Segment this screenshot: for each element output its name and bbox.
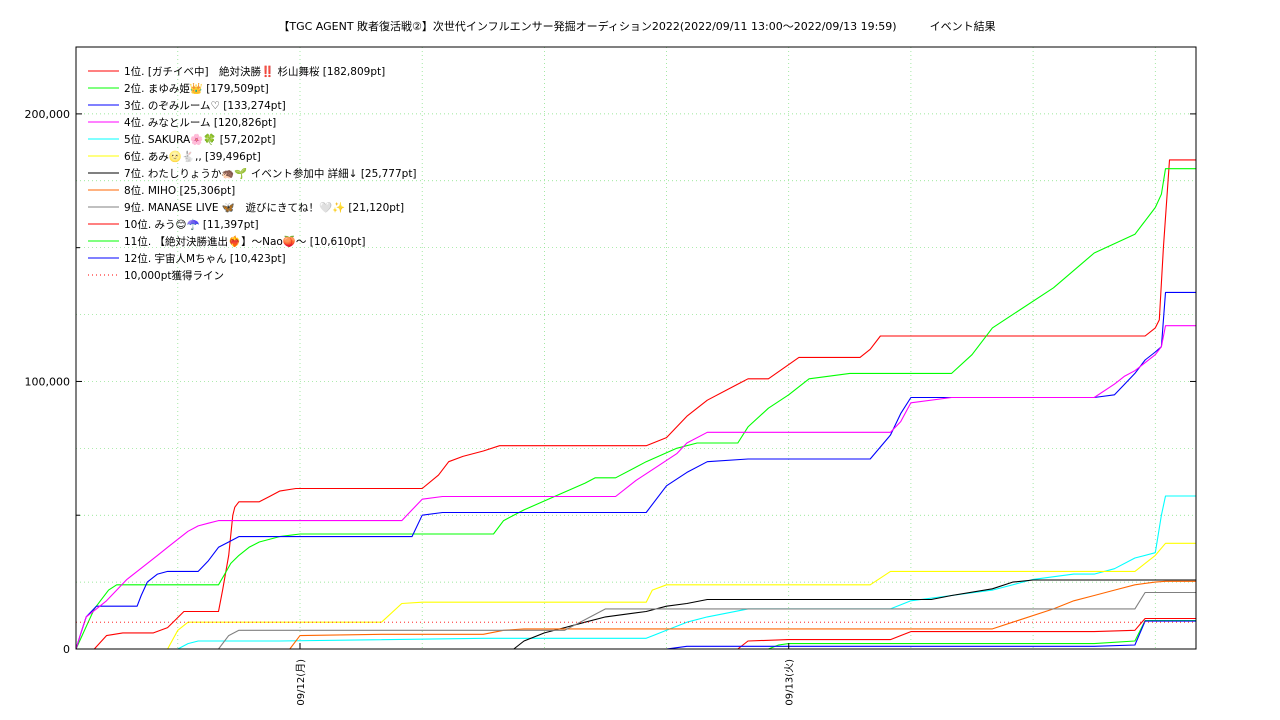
axes: 0 100,000 200,000 09/12(月) 09/13(火) [25,108,1196,706]
legend-label-7: 7位. わたしりょうか🦔🌱 イベント参加中 詳細↓ [25,777pt] [124,167,417,180]
legend-label-10: 10位. みう😊☂️ [11,397pt] [124,218,259,231]
series-line-6 [76,542,1196,650]
series-line-8 [76,580,1196,650]
legend-label-6: 6位. あみ🌝🐇,, [39,496pt] [124,150,261,163]
legend-label-4: 4位. みなとルーム [120,826pt] [124,116,276,129]
x-tick-label: 09/12(月) [295,659,307,706]
series-line-4 [75,325,1196,650]
legend-label-3: 3位. のぞみルーム♡ [133,274pt] [124,99,286,112]
grid [76,47,1196,649]
legend-label-9: 9位. MANASE LIVE 🦋 遊びにきてね！🤍✨ [21,120pt] [124,201,404,214]
legend: 1位. [ガチイベ中] 絶対決勝‼️ 杉山舞桜 [182,809pt] 2位. ま… [88,65,417,282]
plot-frame [75,46,1197,650]
chart-title: 【TGC AGENT 敗者復活戦②】次世代インフルエンサー発掘オーディション20… [278,19,995,33]
series-line-1 [76,159,1196,650]
series-line-11 [76,620,1196,650]
legend-label-1: 1位. [ガチイベ中] 絶対決勝‼️ 杉山舞桜 [182,809pt] [124,65,385,78]
x-tick-label: 09/13(火) [784,659,796,706]
legend-label-5: 5位. SAKURA🌸🍀 [57,202pt] [124,133,275,146]
series-line-12 [76,620,1196,650]
series-lines [75,159,1196,650]
series-line-10 [76,617,1196,650]
legend-label-13: 10,000pt獲得ライン [124,269,224,282]
plot-area [76,47,1196,649]
y-tick-label: 200,000 [25,108,71,121]
legend-label-8: 8位. MIHO [25,306pt] [124,184,235,197]
legend-label-11: 11位. 【絶対決勝進出❤️‍🔥】〜Nao🍑〜 [10,610pt] [124,235,365,248]
series-line-9 [76,591,1196,650]
series-line-2 [75,168,1196,650]
legend-label-2: 2位. まゆみ姫👑 [179,509pt] [124,82,269,95]
legend-label-12: 12位. 宇宙人Mちゃん [10,423pt] [124,252,286,265]
y-tick-label: 100,000 [25,375,71,388]
y-tick-label: 0 [63,643,70,656]
